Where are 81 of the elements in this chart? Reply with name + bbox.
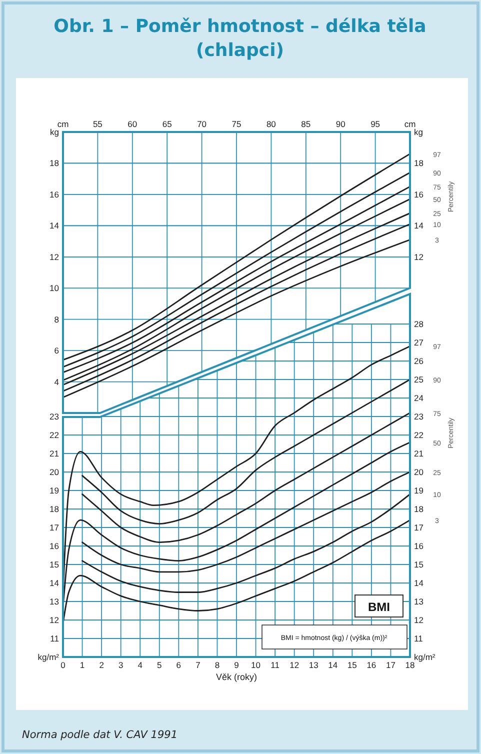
x-tick-label: 13 <box>308 660 319 670</box>
x-tick-label: cm <box>404 119 416 129</box>
x-tick-label: 1 <box>80 660 85 670</box>
x-tick-label: 8 <box>214 660 220 670</box>
y2-tick-label: 27 <box>414 338 424 348</box>
y2-tick-label: 19 <box>414 486 424 496</box>
y-tick-label: 16 <box>50 189 60 200</box>
y-tick-label: 4 <box>54 376 60 387</box>
y2-tick-label: kg <box>414 127 424 137</box>
y2-tick-label: 11 <box>414 634 424 644</box>
y2-tick-label: 14 <box>414 578 424 588</box>
y-tick-label: 10 <box>50 283 60 294</box>
x-tick-label: cm <box>57 119 69 129</box>
y-tick-label: 14 <box>50 220 60 231</box>
y2-tick-label: 13 <box>414 596 424 606</box>
x-tick-label: 10 <box>251 660 261 670</box>
y2-tick-label: 20 <box>414 467 424 477</box>
y2-tick-label: 23 <box>414 412 424 422</box>
x-tick-label: 5 <box>157 660 162 670</box>
x-tick-label: 85 <box>301 119 311 129</box>
y2-tick-label: 14 <box>414 220 424 231</box>
y-tick-label: 6 <box>54 346 60 356</box>
y-tick-label: 12 <box>50 615 60 625</box>
y-tick-label: 23 <box>50 412 60 422</box>
y-tick-label: 17 <box>50 522 60 532</box>
chart-title: Obr. 1 – Poměr hmotnost – délka těla (chlapci) <box>54 16 426 61</box>
x-tick-label: 12 <box>290 660 300 670</box>
y2-tick-label: kg/m² <box>414 652 436 662</box>
annotation: BMI <box>368 600 390 614</box>
y-tick-label: 19 <box>50 486 60 496</box>
x-tick-label: 70 <box>197 119 207 129</box>
x-tick-label: 65 <box>162 119 172 129</box>
x-tick-label: 60 <box>128 119 138 129</box>
y2-tick-label: 22 <box>414 430 424 440</box>
y2-tick-label: 17 <box>414 522 424 532</box>
x-axis-title: Věk (roky) <box>216 672 258 682</box>
x-tick-label: 55 <box>92 119 103 129</box>
x-tick-label: 16 <box>366 660 376 670</box>
x-tick-label: 95 <box>370 119 380 129</box>
y2-tick-label: 18 <box>414 158 424 168</box>
x-tick-label: 75 <box>232 119 242 129</box>
x-tick-label: 0 <box>60 660 66 670</box>
y2-tick-label: 28 <box>414 319 424 329</box>
x-tick-label: 14 <box>328 660 338 670</box>
y2-tick-label: 18 <box>414 504 424 514</box>
y-tick-label: 11 <box>50 634 60 644</box>
x-tick-label: 9 <box>234 660 240 670</box>
y-tick-label: kg <box>50 127 60 137</box>
x-tick-label: 90 <box>336 119 346 129</box>
y2-tick-label: 16 <box>414 189 424 200</box>
x-tick-label: 18 <box>405 660 415 670</box>
y-tick-label: 20 <box>50 467 60 477</box>
y2-tick-label: 24 <box>414 393 424 403</box>
x-tick-label: 11 <box>270 660 280 670</box>
y-tick-label: 13 <box>50 596 60 606</box>
y-tick-label: 12 <box>50 252 60 262</box>
y2-tick-label: 25 <box>414 374 424 384</box>
x-tick-label: 3 <box>118 660 124 670</box>
x-tick-label: 17 <box>386 660 396 670</box>
y2-tick-label: 12 <box>414 252 424 262</box>
text: Norma podle dat V. CAV 1991 <box>22 729 178 741</box>
y-tick-label: 18 <box>50 504 60 514</box>
y2-tick-label: 16 <box>414 541 424 551</box>
y2-tick-label: 15 <box>414 560 424 570</box>
y2-tick-label: 26 <box>414 356 424 366</box>
y-tick-label: 22 <box>50 430 60 440</box>
x-tick-label: 4 <box>138 660 143 670</box>
y-tick-label: 18 <box>50 158 60 168</box>
y-tick-label: 15 <box>50 560 60 570</box>
x-tick-label: 6 <box>176 660 182 670</box>
y-tick-label: kg/m² <box>38 652 60 662</box>
y2-tick-label: 12 <box>414 615 424 625</box>
y-tick-label: 8 <box>54 314 60 324</box>
y-tick-label: 14 <box>50 578 60 588</box>
x-tick-label: 7 <box>196 660 201 670</box>
x-tick-label: 15 <box>347 660 358 670</box>
y-tick-label: 21 <box>50 448 60 458</box>
y2-tick-label: 21 <box>414 448 424 458</box>
y-tick-label: 16 <box>50 541 60 551</box>
x-tick-label: 2 <box>99 660 104 670</box>
x-tick-label: 80 <box>266 119 276 129</box>
